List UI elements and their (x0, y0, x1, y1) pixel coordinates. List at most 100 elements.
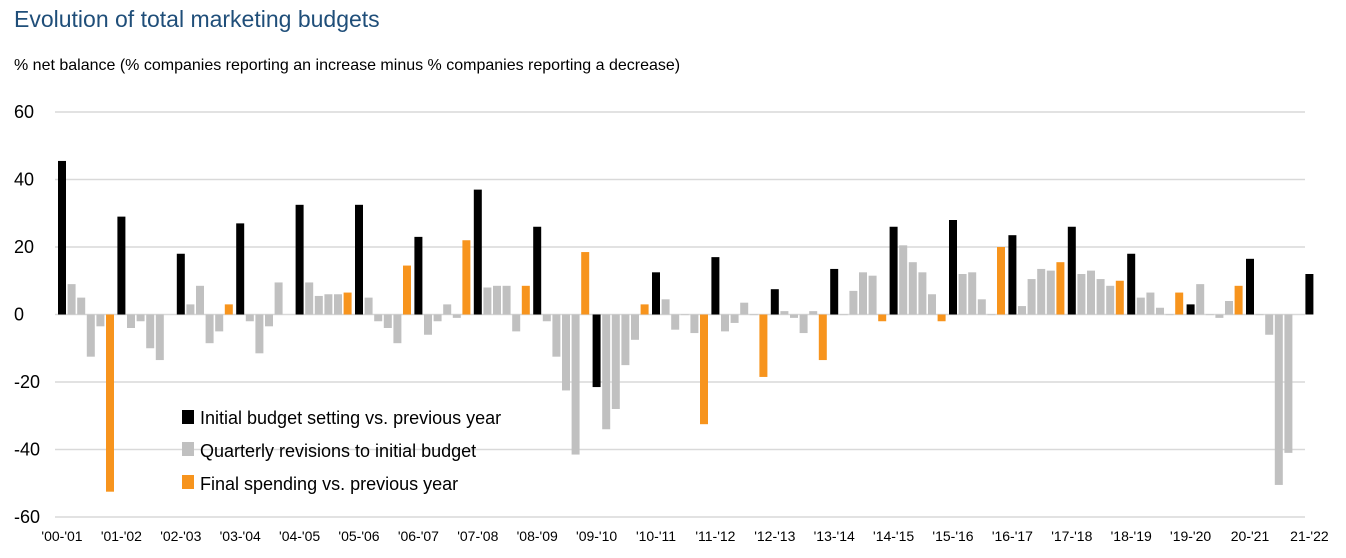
y-tick-label: 60 (14, 102, 34, 122)
bar-quarterly-revision (364, 297, 373, 315)
bar-initial-budget (414, 236, 423, 315)
bar-initial-budget (1186, 304, 1195, 315)
bar-quarterly-revision (899, 245, 908, 315)
bar-quarterly-revision (839, 314, 848, 316)
bar-quarterly-revision (274, 282, 283, 315)
x-tick-label: '16-'17 (992, 528, 1033, 544)
legend-label-final: Final spending vs. previous year (200, 474, 458, 494)
bar-final-spending (640, 304, 649, 315)
bar-quarterly-revision (334, 294, 342, 315)
bar-quarterly-revision (1087, 270, 1095, 315)
bar-quarterly-revision (305, 282, 314, 315)
bar-quarterly-revision (790, 314, 798, 318)
bar-final-spending (462, 240, 471, 315)
bar-initial-budget (889, 226, 898, 315)
x-tick-label: '12-'13 (754, 528, 795, 544)
bar-quarterly-revision (502, 285, 511, 315)
bar-initial-budget (295, 204, 304, 315)
bar-initial-budget (176, 253, 185, 315)
bar-quarterly-revision (374, 314, 383, 322)
bar-initial-budget (592, 314, 601, 388)
legend-swatch-quarterly (182, 442, 194, 456)
bar-quarterly-revision (661, 299, 670, 315)
bar-quarterly-revision (383, 314, 392, 328)
bar-quarterly-revision (680, 314, 689, 316)
bar-initial-budget (58, 160, 66, 315)
bar-quarterly-revision (324, 294, 333, 315)
bar-quarterly-revision (958, 274, 967, 315)
y-tick-label: 0 (14, 305, 24, 325)
bar-quarterly-revision (987, 314, 996, 316)
bar-quarterly-revision (552, 314, 561, 357)
bar-quarterly-revision (611, 314, 620, 409)
bar-quarterly-revision (493, 285, 501, 315)
bar-quarterly-revision (1146, 292, 1155, 315)
x-axis-ticks: '00-'01 '01-'02 '02-'03 '03-'04 '04-'05 '05-'… (41, 528, 1328, 544)
bar-quarterly-revision (136, 314, 145, 322)
bar-quarterly-revision (265, 314, 273, 327)
x-tick-label: '04-'05 (279, 528, 320, 544)
bar-quarterly-revision (127, 314, 135, 328)
bar-final-spending (818, 314, 827, 361)
bar-quarterly-revision (424, 314, 432, 335)
bar-quarterly-revision (721, 314, 729, 332)
x-tick-label: '14-'15 (873, 528, 914, 544)
bar-initial-budget (117, 216, 126, 315)
bar-quarterly-revision (1027, 279, 1036, 315)
chart-subtitle: % net balance (% companies reporting an … (14, 57, 681, 74)
bar-initial-budget (1127, 253, 1136, 315)
bar-final-spending (581, 252, 590, 315)
bar-quarterly-revision (749, 314, 758, 316)
x-tick-label: '13-'14 (814, 528, 855, 544)
bar-final-spending (937, 314, 946, 322)
bar-quarterly-revision (740, 302, 749, 315)
legend-label-initial: Initial budget setting vs. previous year (200, 408, 501, 428)
bar-final-spending (700, 314, 708, 425)
x-tick-label: '07-'08 (457, 528, 498, 544)
bar-quarterly-revision (1037, 268, 1046, 315)
bar-quarterly-revision (602, 314, 611, 430)
bar-quarterly-revision (196, 285, 204, 315)
y-tick-label: -60 (14, 507, 40, 527)
bar-initial-budget (1305, 274, 1314, 315)
bar-initial-budget (770, 289, 779, 315)
bar-final-spending (1175, 292, 1184, 315)
bar-final-spending (106, 314, 114, 492)
bar-quarterly-revision (730, 314, 739, 323)
bar-initial-budget (236, 223, 245, 315)
bar-initial-budget (830, 268, 839, 315)
bar-initial-budget (711, 257, 720, 315)
bar-quarterly-revision (1156, 307, 1164, 315)
legend-swatch-initial (182, 410, 194, 424)
bar-quarterly-revision (977, 299, 986, 315)
legend-label-quarterly: Quarterly revisions to initial budget (200, 441, 476, 461)
bar-initial-budget (1008, 235, 1017, 315)
bar-initial-budget (652, 272, 660, 315)
x-tick-label: '11-'12 (695, 528, 735, 544)
bar-quarterly-revision (443, 304, 452, 315)
bar-quarterly-revision (1265, 314, 1274, 335)
bar-quarterly-revision (186, 304, 195, 315)
bar-quarterly-revision (868, 275, 877, 315)
bar-quarterly-revision (849, 290, 858, 315)
bar-quarterly-revision (1096, 279, 1105, 315)
bar-quarterly-revision (1018, 306, 1026, 315)
bar-quarterly-revision (314, 295, 323, 315)
bar-quarterly-revision (690, 314, 699, 334)
legend-swatch-final (182, 475, 194, 489)
bar-quarterly-revision (780, 311, 789, 315)
x-tick-label: '17-'18 (1051, 528, 1092, 544)
bar-quarterly-revision (146, 314, 155, 349)
bar-final-spending (1234, 285, 1243, 315)
bar-quarterly-revision (393, 314, 402, 344)
bar-quarterly-revision (1205, 314, 1214, 316)
bar-quarterly-revision (631, 314, 639, 340)
bar-final-spending (997, 247, 1005, 315)
bars (58, 160, 1314, 492)
bar-quarterly-revision (928, 294, 936, 315)
bar-quarterly-revision (1255, 314, 1264, 316)
bar-final-spending (878, 314, 887, 322)
x-tick-label: '18-'19 (1111, 528, 1152, 544)
bar-quarterly-revision (512, 314, 521, 332)
